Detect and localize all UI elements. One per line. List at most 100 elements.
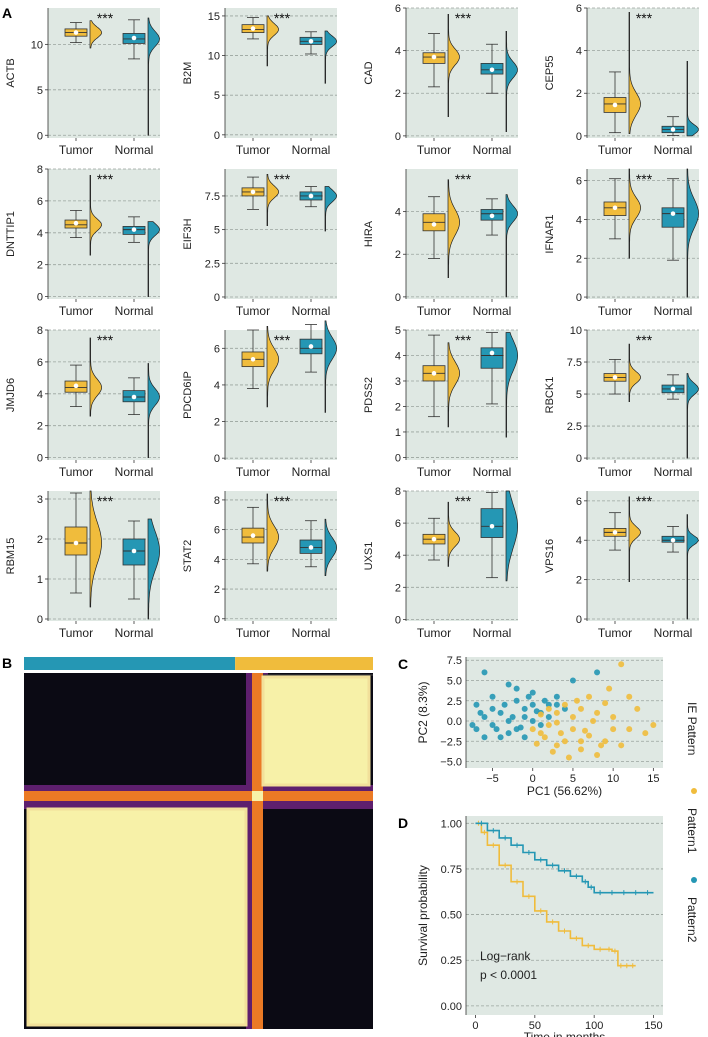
tumor-violin — [628, 496, 641, 582]
y-tick-label: 6 — [214, 343, 220, 355]
point-pattern2 — [493, 726, 500, 733]
y-tick-label: 2 — [37, 421, 43, 433]
point-pattern1 — [586, 732, 593, 739]
normal-violin — [147, 17, 160, 136]
plot-background — [466, 657, 663, 768]
point-pattern1 — [602, 738, 609, 745]
x-tick-label: Tumor — [59, 626, 93, 640]
point-pattern1 — [577, 746, 584, 753]
normal-violin — [505, 194, 518, 298]
y-tick-label: 0 — [576, 614, 582, 626]
censor-mark-pattern2 — [645, 890, 651, 896]
tumor-mean-point — [250, 533, 256, 538]
point-pattern2 — [501, 701, 508, 708]
heatmap-block-pattern1-bottom — [26, 807, 248, 1027]
annotation-bar-pattern2 — [24, 657, 236, 670]
gene-label: HIRA — [363, 220, 375, 247]
gene-label: ACTB — [5, 58, 17, 87]
y-tick-label: 2.5 — [205, 258, 220, 270]
point-pattern2 — [513, 685, 520, 692]
normal-mean-point — [131, 548, 137, 554]
y-tick-label: 7.5 — [447, 655, 462, 667]
gene-label: PDCD6IP — [182, 371, 194, 419]
y-tick-label: 4 — [576, 46, 582, 58]
panel-letter-c: C — [398, 656, 408, 672]
censor-mark-pattern2 — [526, 850, 532, 856]
y-tick-label: 0.25 — [441, 955, 462, 967]
point-pattern2 — [505, 718, 512, 725]
point-pattern1 — [557, 730, 564, 737]
point-pattern1 — [533, 740, 540, 747]
gene-label: PDSS2 — [363, 377, 375, 413]
tumor-violin — [89, 175, 102, 256]
censor-mark-pattern1 — [573, 935, 579, 941]
pattern-legend: IE Pattern Pattern1 Pattern2 — [685, 702, 699, 943]
censor-mark-pattern2 — [588, 884, 594, 890]
x-tick-label: Tumor — [598, 304, 632, 318]
p-value-label: p < 0.0001 — [480, 968, 537, 982]
x-tick-label: Normal — [654, 626, 693, 640]
panel-letter-d: D — [398, 815, 408, 831]
gene-label: EIF3H — [182, 218, 194, 249]
x-tick-label: Normal — [473, 304, 512, 318]
x-tick-label: 0 — [530, 773, 536, 785]
panel-b-consensus-heatmap — [24, 657, 373, 1029]
x-tick-label: Normal — [115, 465, 154, 479]
y-tick-label: 4 — [214, 380, 220, 392]
x-tick-label: Tumor — [59, 304, 93, 318]
point-pattern2 — [541, 697, 548, 704]
censor-mark-pattern1 — [526, 893, 532, 899]
tumor-violin — [89, 337, 102, 417]
point-pattern1 — [537, 711, 544, 718]
censor-mark-pattern2 — [562, 868, 567, 874]
point-pattern2 — [525, 693, 532, 700]
gene-panel-b2m: 0 5 10 15 B2M Tumor Normal *** — [182, 8, 337, 157]
heatmap-block-pattern2-top — [24, 673, 246, 785]
gene-panel-eif3h: 0 2.5 5 7.5 EIF3H Tumor Normal *** — [182, 169, 337, 318]
point-pattern1 — [553, 742, 560, 749]
y-tick-label: 0 — [37, 453, 43, 465]
point-pattern2 — [594, 669, 601, 676]
censor-mark-pattern2 — [550, 862, 556, 868]
x-tick-label: Tumor — [598, 626, 632, 640]
x-tick-label: Normal — [654, 304, 693, 318]
tumor-mean-point — [612, 530, 618, 535]
y-tick-label: 2 — [214, 584, 220, 596]
y-tick-label: 8 — [214, 495, 220, 507]
y-tick-label: 0.50 — [441, 910, 462, 922]
y-tick-label: 0 — [37, 130, 43, 142]
censor-mark-pattern1 — [597, 946, 603, 952]
x-tick-label: Tumor — [236, 626, 270, 640]
x-tick-label: Tumor — [236, 304, 270, 318]
tumor-mean-point — [73, 30, 79, 35]
y-tick-label: 0 — [395, 614, 401, 626]
censor-mark-pattern2 — [490, 828, 496, 834]
point-pattern2 — [517, 724, 524, 731]
tumor-violin — [266, 174, 279, 226]
normal-mean-point — [489, 350, 495, 356]
y-tick-label: 6 — [576, 496, 582, 508]
point-pattern2 — [473, 726, 480, 733]
point-pattern2 — [489, 722, 496, 729]
y-tick-label: 2 — [576, 575, 582, 587]
point-pattern2 — [533, 708, 540, 715]
y-tick-label: 0 — [395, 452, 401, 464]
significance-stars: *** — [274, 10, 291, 26]
gene-panel-pdcd6ip: 0 2 4 6 PDCD6IP Tumor Normal *** — [182, 320, 337, 479]
censor-mark-pattern1 — [562, 928, 567, 934]
y-tick-label: 10 — [570, 325, 582, 337]
point-pattern1 — [553, 709, 560, 716]
point-pattern2 — [537, 722, 544, 729]
censor-mark-pattern2 — [609, 890, 615, 896]
x-tick-label: Normal — [115, 304, 154, 318]
gene-panel-rbm15: 0 1 2 3 RBM15 Tumor Normal *** — [5, 490, 160, 640]
panel-letter-b: B — [2, 655, 12, 671]
tumor-violin — [447, 179, 460, 279]
point-pattern2 — [489, 693, 496, 700]
point-pattern1 — [610, 713, 617, 720]
point-pattern1 — [586, 693, 593, 700]
tumor-mean-point — [431, 222, 437, 227]
y-axis-label: Survival probability — [416, 865, 430, 966]
survival-curve-pattern1 — [475, 822, 636, 967]
x-tick-label: Tumor — [236, 143, 270, 157]
